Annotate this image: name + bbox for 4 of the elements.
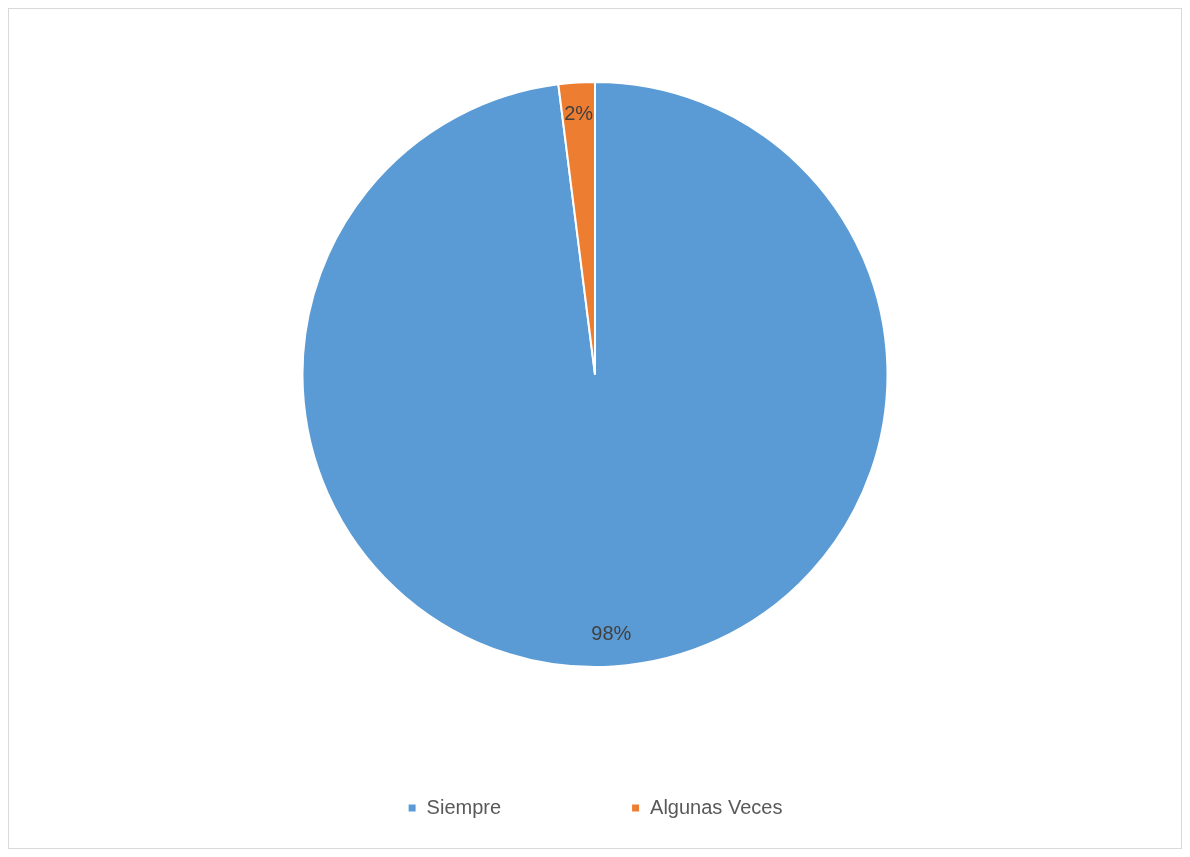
data-label: 2% — [564, 102, 594, 125]
data-label: 98% — [591, 621, 632, 644]
legend-label: Algunas Veces — [650, 795, 783, 818]
legend-label: Siempre — [426, 795, 502, 818]
